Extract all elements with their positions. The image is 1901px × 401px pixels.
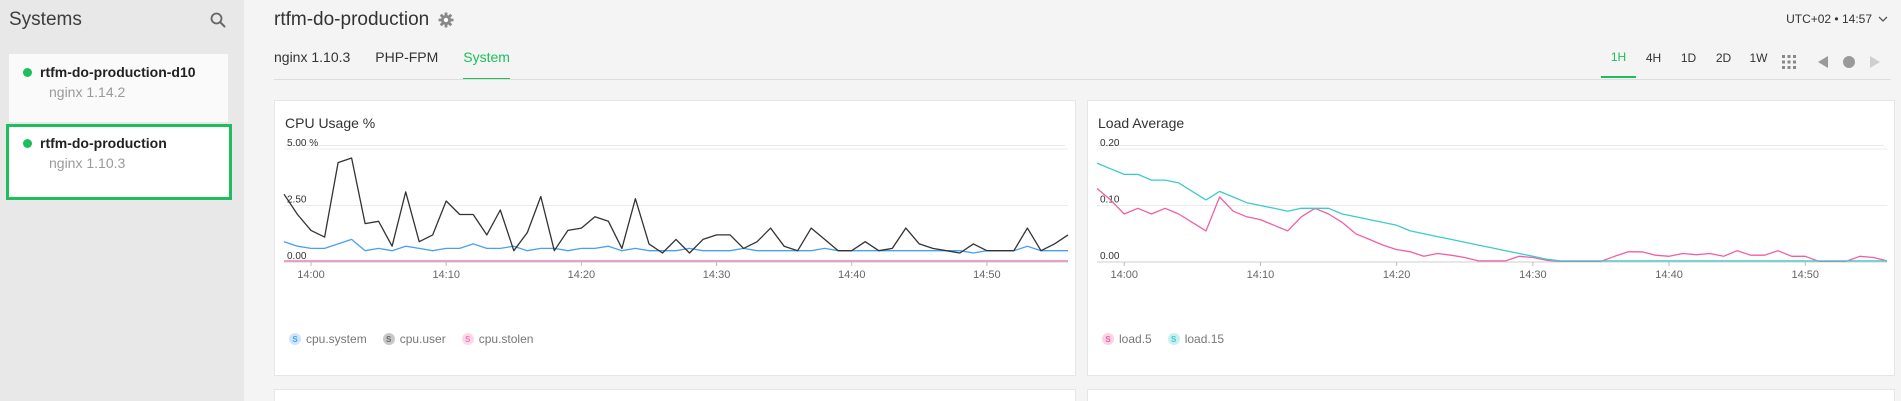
x-tick-label: 14:00 <box>297 269 325 281</box>
legend-marker-icon: S <box>1167 333 1180 345</box>
system-name: rtfm-do-production-d10 <box>23 63 228 81</box>
x-tick-label: 14:20 <box>1383 269 1411 281</box>
system-item-rtfm-do-production-d10[interactable]: rtfm-do-production-d10 nginx 1.14.2 <box>9 54 228 122</box>
cpu-usage-chart: 0.00 2.50 5.00 % 14:00 14:10 14:20 14:30 14:40 1… <box>283 138 1069 281</box>
system-version: nginx 1.14.2 <box>49 84 126 100</box>
main-content: rtfm-do-production UTC+02 • 14:57 nginx … <box>244 0 1901 401</box>
next-panel-stub <box>1087 389 1895 401</box>
panel-divider <box>1098 145 1884 146</box>
search-icon[interactable] <box>207 9 229 31</box>
y-tick-label: 0.00 <box>287 251 307 262</box>
series-line-cpu-user <box>283 157 1069 254</box>
y-tick-label: 0.00 <box>1100 251 1120 262</box>
x-tick-label: 14:30 <box>703 269 731 281</box>
legend-label: cpu.stolen <box>478 332 534 346</box>
range-2d[interactable]: 2D <box>1715 51 1732 65</box>
sidebar-header: Systems <box>0 0 244 40</box>
legend-marker-icon: S <box>1102 333 1114 345</box>
panel-title: Load Average <box>1098 115 1185 131</box>
system-version: nginx 1.10.3 <box>49 155 126 171</box>
range-4h[interactable]: 4H <box>1645 51 1662 65</box>
x-tick-label: 14:30 <box>1519 269 1547 281</box>
range-1w[interactable]: 1W <box>1749 51 1768 65</box>
tabs-divider <box>274 79 1891 80</box>
cpu-usage-panel: CPU Usage % 0.00 2.50 5.00 % 14:00 14:10 14:2… <box>274 100 1076 376</box>
chevron-down-icon <box>1878 16 1888 22</box>
timezone-label: UTC+02 • 14:57 <box>1786 12 1872 26</box>
panel-divider <box>285 145 1065 146</box>
y-tick-label: 0.20 <box>1100 138 1120 149</box>
systems-sidebar: Systems rtfm-do-production-d10 nginx 1.1… <box>0 0 244 401</box>
legend-marker-icon: S <box>289 333 301 345</box>
legend-label: cpu.user <box>399 332 446 346</box>
x-tick-label: 14:40 <box>838 269 866 281</box>
legend-marker-icon: S <box>461 333 474 345</box>
system-item-rtfm-do-production[interactable]: rtfm-do-production nginx 1.10.3 <box>6 124 232 200</box>
load-average-panel: Load Average 0.00 0.10 0.20 14:00 14:10 14:20… <box>1087 100 1895 376</box>
sidebar-title: Systems <box>9 9 82 30</box>
x-tick-label: 14:20 <box>568 269 596 281</box>
grid-icon[interactable] <box>1776 51 1802 73</box>
legend-label: load.15 <box>1184 332 1225 346</box>
tab-php-fpm[interactable]: PHP-FPM <box>375 49 439 65</box>
x-tick-label: 14:10 <box>432 269 460 281</box>
page-title: rtfm-do-production <box>274 9 430 30</box>
metric-tabs: nginx 1.10.3 PHP-FPM System <box>274 49 510 80</box>
live-icon[interactable] <box>1836 51 1862 73</box>
x-tick-label: 14:50 <box>973 269 1001 281</box>
next-icon[interactable] <box>1862 51 1888 73</box>
x-tick-label: 14:40 <box>1655 269 1683 281</box>
panel-title: CPU Usage % <box>285 115 376 131</box>
series-line-load-15 <box>1096 162 1887 262</box>
legend-marker-icon: S <box>382 333 395 345</box>
system-name-text: rtfm-do-production-d10 <box>40 64 196 80</box>
system-name: rtfm-do-production <box>23 134 229 152</box>
next-panel-stub <box>274 389 1076 401</box>
prev-icon[interactable] <box>1810 51 1836 73</box>
system-name-text: rtfm-do-production <box>40 135 167 151</box>
range-1d[interactable]: 1D <box>1680 51 1697 65</box>
x-tick-label: 14:50 <box>1792 269 1820 281</box>
y-tick-label: 5.00 % <box>287 138 318 149</box>
gear-icon[interactable] <box>438 12 454 28</box>
x-tick-label: 14:00 <box>1110 269 1138 281</box>
legend-label: load.5 <box>1119 332 1152 346</box>
time-range-controls: 1H 4H 1D 2D 1W <box>1601 46 1888 78</box>
tab-system[interactable]: System <box>463 49 510 80</box>
legend-label: cpu.system <box>306 332 367 346</box>
series-line-load-5 <box>1096 188 1888 263</box>
series-line-cpu-system <box>283 238 1068 254</box>
timezone-selector[interactable]: UTC+02 • 14:57 <box>1786 12 1888 26</box>
range-1h[interactable]: 1H <box>1601 46 1636 78</box>
status-dot <box>23 138 32 148</box>
status-dot <box>23 67 32 77</box>
x-tick-label: 14:10 <box>1247 269 1275 281</box>
page-header: rtfm-do-production <box>274 9 454 31</box>
tab-nginx[interactable]: nginx 1.10.3 <box>274 49 351 65</box>
y-tick-label: 2.50 <box>287 195 307 206</box>
